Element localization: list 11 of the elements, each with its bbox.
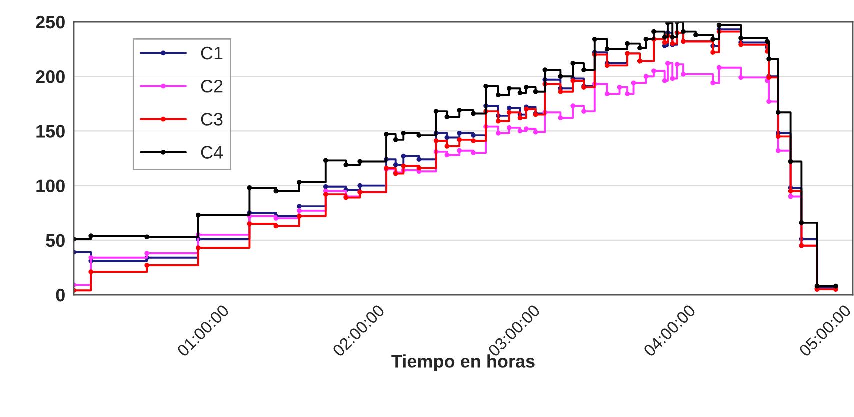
legend-label: C1 [201,46,223,60]
y-tick-label: 50 [46,234,65,248]
legend-label: C3 [201,113,223,126]
y-tick-label: 150 [36,125,65,138]
y-tick-label: 250 [36,16,65,29]
x-axis-title: Tiempo en horas [392,354,535,372]
legend-label: C2 [201,80,223,93]
y-tick-label: 200 [36,70,65,84]
y-tick-label: 0 [56,288,65,302]
legend-label: C4 [201,146,224,159]
y-tick-label: 100 [36,180,65,193]
